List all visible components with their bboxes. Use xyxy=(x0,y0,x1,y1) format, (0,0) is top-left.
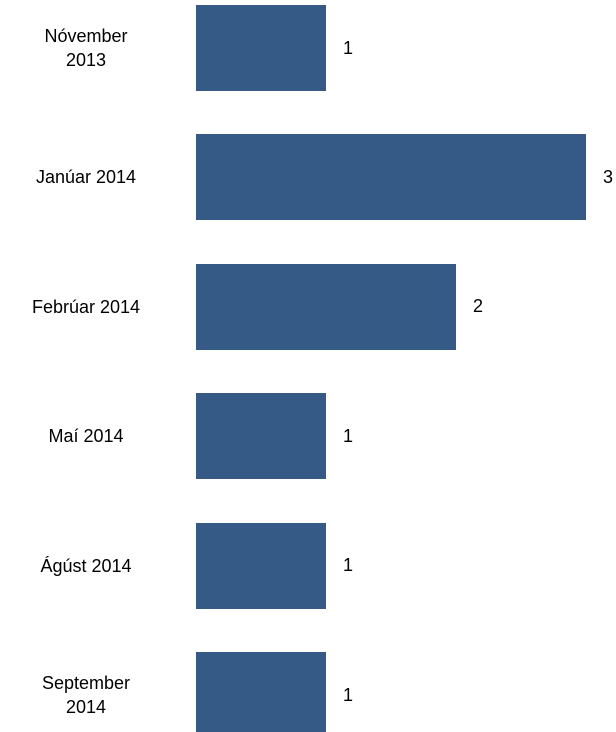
category-label: Nóvember 2013 xyxy=(44,26,128,70)
value-label: 3 xyxy=(603,166,614,187)
category-label: September 2014 xyxy=(41,673,131,717)
bar xyxy=(196,263,456,350)
category-label: Ágúst 2014 xyxy=(40,555,132,576)
bar xyxy=(196,134,586,221)
bar xyxy=(196,393,326,480)
category-label: Febrúar 2014 xyxy=(31,296,141,317)
value-label: 1 xyxy=(343,37,354,58)
bar xyxy=(196,5,326,91)
bar xyxy=(196,522,326,609)
value-label: 1 xyxy=(343,555,354,576)
bar xyxy=(196,652,326,732)
value-label: 2 xyxy=(473,296,484,317)
category-label: Janúar 2014 xyxy=(35,167,137,188)
value-label: 1 xyxy=(343,425,354,446)
value-label: 1 xyxy=(343,684,354,705)
category-label: Maí 2014 xyxy=(48,426,124,447)
